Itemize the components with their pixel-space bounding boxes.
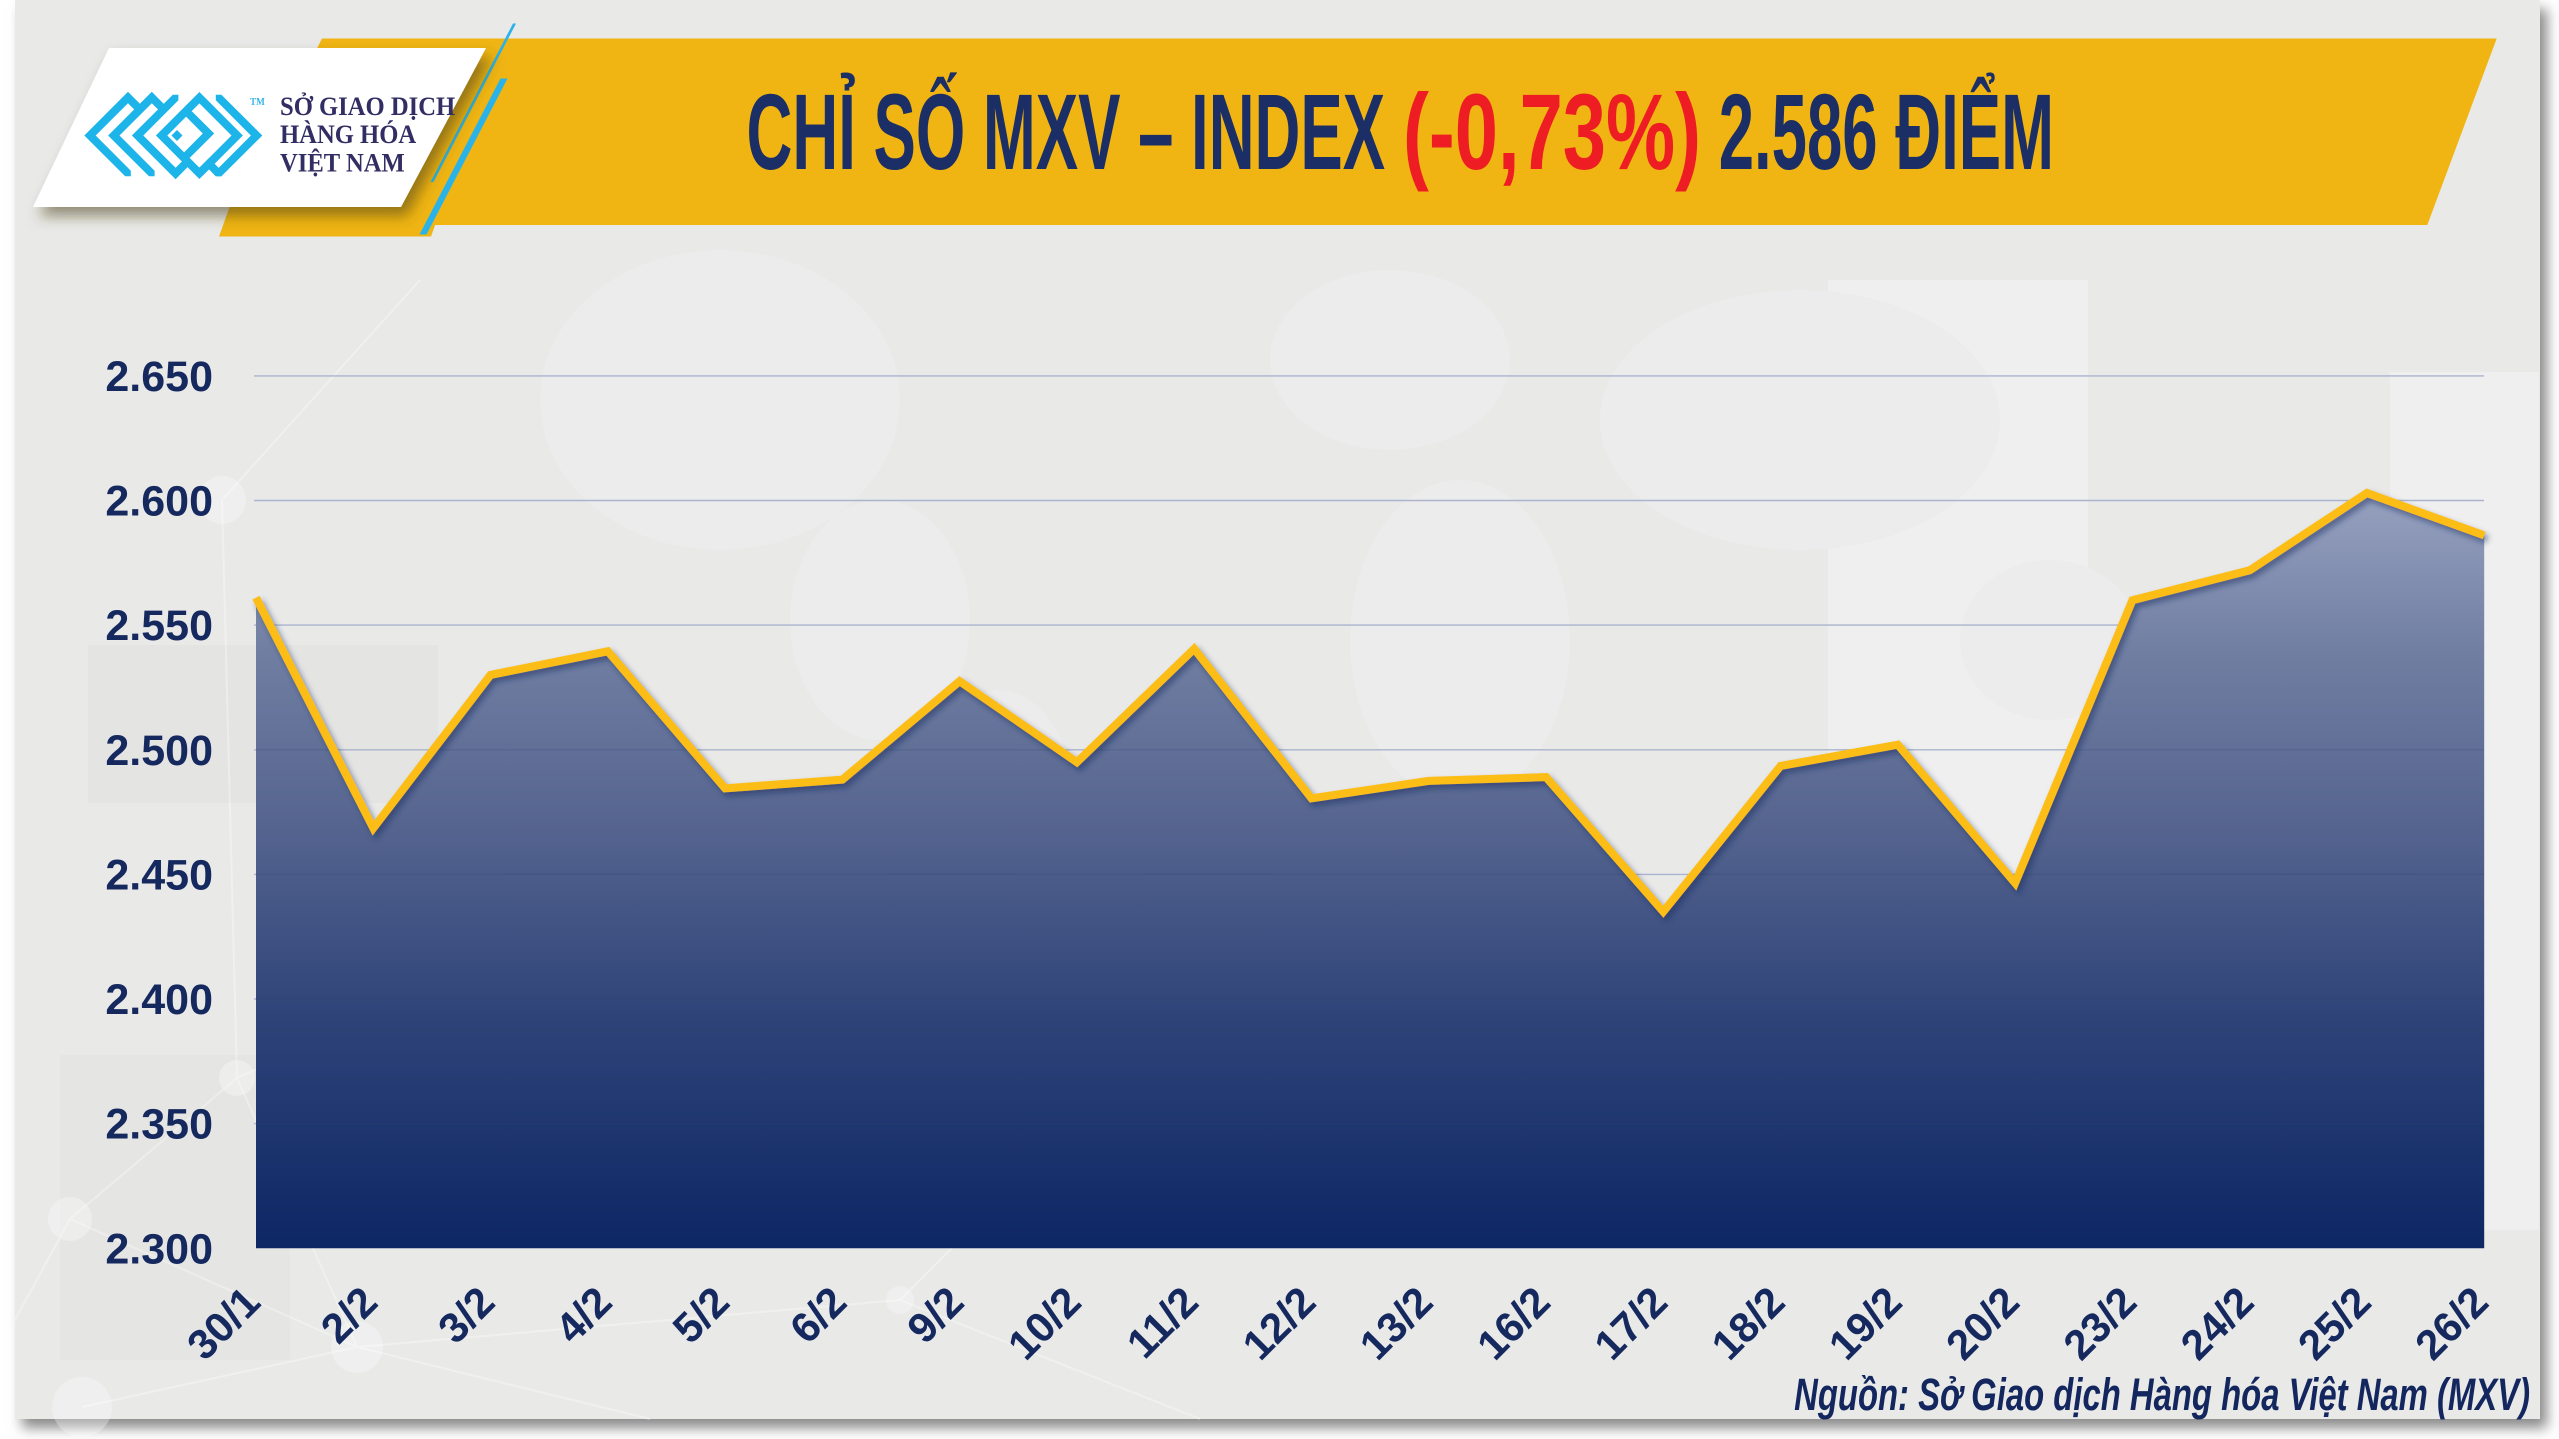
svg-text:VIỆT NAM: VIỆT NAM	[280, 148, 405, 178]
svg-text:26/2: 26/2	[2406, 1278, 2497, 1369]
svg-text:2.650: 2.650	[105, 353, 213, 401]
svg-text:Nguồn: Sở Giao dịch Hàng hóa V: Nguồn: Sở Giao dịch Hàng hóa Việt Nam (M…	[1794, 1370, 2530, 1420]
svg-text:4/2: 4/2	[546, 1278, 621, 1353]
svg-text:2.500: 2.500	[105, 727, 213, 775]
svg-text:5/2: 5/2	[663, 1278, 738, 1353]
svg-text:10/2: 10/2	[999, 1278, 1090, 1369]
svg-text:(-0,73%): (-0,73%)	[1403, 71, 1701, 192]
svg-text:2.450: 2.450	[105, 852, 213, 900]
svg-text:16/2: 16/2	[1468, 1278, 1559, 1369]
svg-text:2.350: 2.350	[105, 1101, 213, 1149]
svg-text:2.550: 2.550	[105, 602, 213, 650]
svg-text:9/2: 9/2	[898, 1278, 973, 1353]
svg-text:6/2: 6/2	[781, 1278, 856, 1353]
svg-text:24/2: 24/2	[2172, 1278, 2263, 1369]
svg-text:2.400: 2.400	[105, 976, 213, 1024]
svg-text:TM: TM	[250, 97, 265, 109]
svg-text:23/2: 23/2	[2054, 1278, 2145, 1369]
svg-text:2.600: 2.600	[105, 478, 213, 526]
svg-text:20/2: 20/2	[1937, 1278, 2028, 1369]
svg-text:HÀNG HÓA: HÀNG HÓA	[280, 119, 417, 149]
svg-text:2.586 ĐIỂM: 2.586 ĐIỂM	[1719, 71, 2054, 192]
svg-text:13/2: 13/2	[1351, 1278, 1442, 1369]
svg-text:11/2: 11/2	[1118, 1278, 1207, 1367]
svg-text:19/2: 19/2	[1820, 1278, 1911, 1369]
svg-text:2.300: 2.300	[105, 1225, 213, 1273]
svg-text:17/2: 17/2	[1585, 1278, 1676, 1369]
svg-text:18/2: 18/2	[1702, 1278, 1793, 1369]
svg-text:SỞ GIAO DỊCH: SỞ GIAO DỊCH	[280, 91, 455, 121]
svg-text:25/2: 25/2	[2289, 1278, 2380, 1369]
svg-text:12/2: 12/2	[1233, 1278, 1324, 1369]
svg-text:3/2: 3/2	[429, 1278, 504, 1353]
svg-text:CHỈ SỐ MXV – INDEX: CHỈ SỐ MXV – INDEX	[747, 71, 1386, 192]
